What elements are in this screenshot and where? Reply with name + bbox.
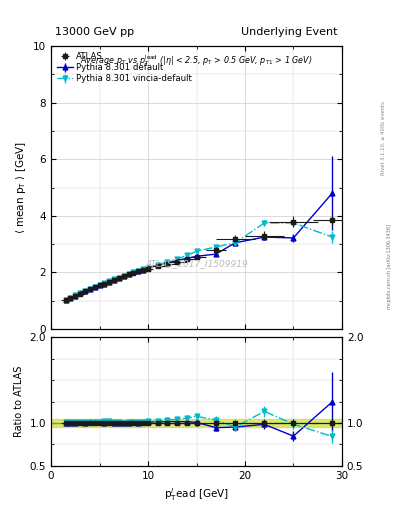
Text: Rivet 3.1.10, ≥ 400k events: Rivet 3.1.10, ≥ 400k events	[381, 101, 386, 175]
Legend: ATLAS, Pythia 8.301 default, Pythia 8.301 vincia-default: ATLAS, Pythia 8.301 default, Pythia 8.30…	[55, 50, 194, 85]
Text: 13000 GeV pp: 13000 GeV pp	[55, 27, 134, 37]
Bar	[51, 419, 342, 428]
Text: mcplots.cern.ch [arXiv:1306.3436]: mcplots.cern.ch [arXiv:1306.3436]	[387, 224, 391, 309]
Y-axis label: $\langle$ mean p$_{\rm T}$ $\rangle$ [GeV]: $\langle$ mean p$_{\rm T}$ $\rangle$ [Ge…	[13, 141, 28, 234]
Text: Underlying Event: Underlying Event	[241, 27, 338, 37]
Y-axis label: Ratio to ATLAS: Ratio to ATLAS	[14, 366, 24, 437]
Text: ATLAS_2017_I1509919: ATLAS_2017_I1509919	[145, 260, 248, 268]
X-axis label: p$_{\rm T}^{l}$ead [GeV]: p$_{\rm T}^{l}$ead [GeV]	[164, 486, 229, 503]
Text: Average $p_{\rm T}$ vs $p_{\rm T}^{\rm lead}$ ($|\eta|$ < 2.5, $p_{\rm T}$ > 0.5: Average $p_{\rm T}$ vs $p_{\rm T}^{\rm l…	[80, 53, 313, 68]
